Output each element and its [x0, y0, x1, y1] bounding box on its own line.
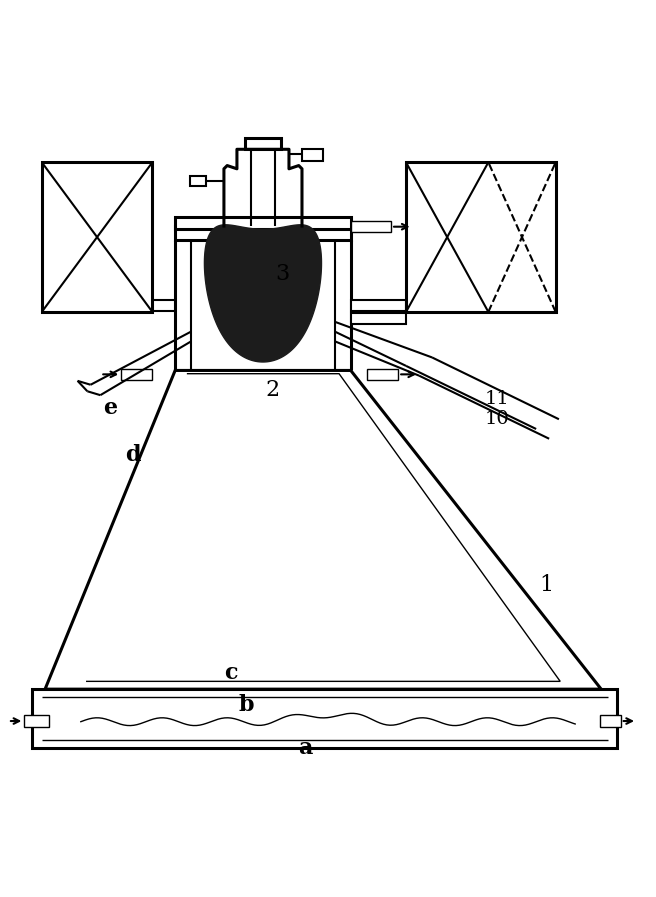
Text: 11: 11	[485, 390, 510, 408]
Bar	[32, 689, 617, 748]
Text: c: c	[224, 662, 237, 684]
Bar	[121, 370, 152, 379]
Bar	[175, 217, 351, 229]
Text: 2: 2	[266, 379, 279, 401]
Bar	[24, 715, 49, 727]
Text: 10: 10	[485, 410, 510, 428]
Text: b: b	[239, 694, 255, 717]
Bar	[367, 370, 398, 379]
Bar	[190, 176, 207, 187]
Bar	[406, 162, 556, 312]
Text: a: a	[298, 736, 312, 759]
Bar	[42, 162, 152, 312]
Bar	[351, 313, 406, 324]
Bar	[302, 149, 323, 161]
Text: d: d	[125, 444, 140, 466]
Bar	[245, 137, 281, 149]
Text: e: e	[103, 397, 117, 419]
Bar	[136, 300, 175, 310]
Bar	[600, 715, 621, 727]
Polygon shape	[205, 225, 321, 362]
Text: 3: 3	[276, 263, 289, 285]
Text: 1: 1	[539, 574, 553, 597]
Polygon shape	[45, 370, 601, 689]
Bar	[175, 226, 351, 240]
Bar	[351, 222, 391, 232]
Bar	[351, 300, 406, 310]
